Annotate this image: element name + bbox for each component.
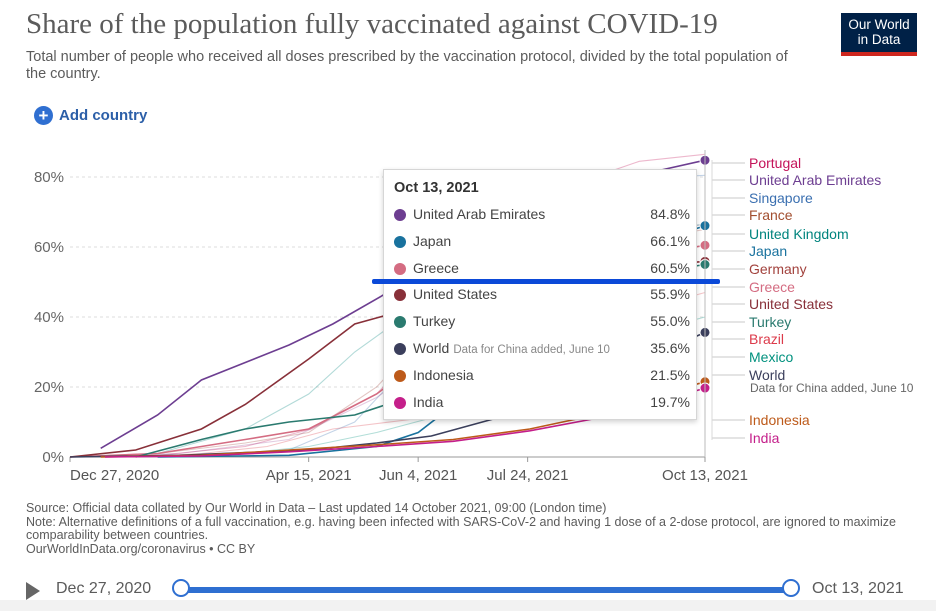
legend-item[interactable]: World: [749, 367, 786, 383]
citation-link[interactable]: OurWorldInData.org/coronavirus • CC BY: [26, 541, 256, 556]
legend-item[interactable]: Greece: [749, 279, 795, 295]
tooltip-series-name: World Data for China added, June 10: [413, 340, 610, 356]
legend-item[interactable]: Portugal: [749, 155, 802, 171]
tooltip-series-name: India: [413, 394, 443, 410]
legend-item[interactable]: United Kingdom: [749, 226, 849, 242]
timeline[interactable]: Dec 27, 2020 Oct 13, 2021: [0, 570, 936, 611]
tooltip-row: United States 55.9%: [394, 285, 690, 305]
tooltip-series-name: Indonesia: [413, 367, 474, 383]
tooltip-series-label: Japan: [413, 232, 452, 249]
chart-footer: Source: Official data collated by Our Wo…: [26, 501, 916, 556]
legend-item[interactable]: Japan: [749, 243, 788, 259]
tooltip-series-label: India: [413, 393, 444, 410]
tooltip-series-label: Greece: [413, 259, 459, 276]
tooltip-series-name: United States: [413, 286, 497, 302]
legend-item[interactable]: United Arab Emirates: [749, 172, 882, 188]
tooltip-date: Oct 13, 2021: [394, 180, 479, 196]
timeline-end-label: Oct 13, 2021: [812, 580, 904, 597]
legend-item[interactable]: France: [749, 207, 793, 223]
legend-item[interactable]: Indonesia: [749, 412, 810, 428]
tooltip-row: India 19.7%: [394, 393, 690, 413]
tooltip-row: United Arab Emirates 84.8%: [394, 205, 690, 225]
tooltip-value: 66.1%: [650, 232, 690, 249]
owid-logo[interactable]: Our World in Data: [841, 13, 917, 56]
legend-item[interactable]: India: [749, 430, 780, 446]
tooltip-row: Greece 60.5%: [394, 259, 690, 279]
tooltip-value: 55.0%: [650, 313, 690, 330]
timeline-end-handle[interactable]: [782, 579, 800, 597]
timeline-track[interactable]: [181, 587, 791, 593]
tooltip-series-label: Turkey: [413, 313, 456, 330]
series-dot-icon: [394, 289, 406, 302]
play-icon[interactable]: [26, 582, 40, 600]
tooltip-series-label: Indonesia: [413, 366, 474, 383]
legend-item[interactable]: Mexico: [749, 349, 794, 365]
series-dot-icon: [394, 235, 406, 248]
tooltip-series-name: Turkey: [413, 313, 455, 329]
tooltip-series-label: United Arab Emirates: [413, 206, 546, 222]
x-tick-label: Jul 24, 2021: [487, 467, 569, 484]
legend-item[interactable]: Germany: [749, 261, 807, 277]
tooltip-row: Turkey 55.0%: [394, 312, 690, 332]
timeline-start-label: Dec 27, 2020: [56, 580, 152, 597]
series-dot-icon: [394, 316, 406, 329]
x-tick-label: Apr 15, 2021: [266, 467, 352, 484]
highlight-bar: [372, 279, 720, 284]
legend-note: Data for China added, June 10: [750, 381, 914, 395]
add-country-label: Add country: [59, 107, 148, 124]
tooltip-value: 84.8%: [650, 206, 690, 222]
series-dot-icon: [394, 369, 406, 382]
tooltip-series-label: United States: [413, 286, 498, 303]
legend-item[interactable]: Singapore: [749, 190, 813, 206]
note-text: Note: Alternative definitions of a full …: [26, 514, 896, 543]
logo-line-1: Our World: [848, 17, 910, 32]
chart-subtitle: Total number of people who received all …: [26, 49, 788, 82]
series-dot-icon: [394, 396, 406, 409]
tooltip-value: 55.9%: [650, 286, 690, 303]
tooltip-value: 35.6%: [650, 340, 690, 356]
tooltip-value: 21.5%: [650, 366, 690, 383]
tooltip-series-note: Data for China added, June 10: [453, 344, 610, 356]
x-tick-label: Dec 27, 2020: [70, 467, 159, 484]
tooltip-row: Japan 66.1%: [394, 232, 690, 252]
chart-tooltip: Oct 13, 2021 United Arab Emirates 84.8% Ja…: [383, 169, 697, 420]
legend-item[interactable]: Turkey: [749, 314, 792, 330]
add-country-button[interactable]: + Add country: [34, 106, 147, 125]
tooltip-series-name: Greece: [413, 260, 459, 276]
legend-item[interactable]: United States: [749, 296, 834, 312]
series-dot-icon: [394, 209, 406, 221]
chart-title: Share of the population fully vaccinated…: [26, 8, 718, 40]
tooltip-series-name: Japan: [413, 233, 451, 249]
logo-line-2: in Data: [857, 32, 901, 47]
y-tick-label: 40%: [34, 309, 64, 326]
y-tick-label: 80%: [34, 169, 64, 186]
series-dot-icon: [394, 262, 406, 275]
legend-item[interactable]: Brazil: [749, 331, 785, 347]
x-tick-label: Oct 13, 2021: [662, 467, 748, 484]
x-tick-label: Jun 4, 2021: [379, 467, 457, 484]
y-tick-label: 20%: [34, 379, 64, 396]
y-tick-label: 60%: [34, 239, 64, 256]
tooltip-row: Indonesia 21.5%: [394, 366, 690, 386]
timeline-start-handle[interactable]: [172, 579, 190, 597]
series-dot-icon: [394, 343, 406, 355]
tooltip-row: World Data for China added, June 10 35.6%: [394, 339, 690, 359]
tooltip-series-label: World: [413, 340, 450, 356]
plus-icon: +: [34, 106, 53, 125]
bottom-strip: [0, 600, 936, 611]
tooltip-value: 19.7%: [650, 393, 690, 410]
source-text: Source: Official data collated by Our Wo…: [26, 501, 607, 515]
y-tick-label: 0%: [42, 449, 64, 466]
tooltip-value: 60.5%: [650, 259, 690, 276]
tooltip-series-name: United Arab Emirates: [413, 206, 545, 222]
